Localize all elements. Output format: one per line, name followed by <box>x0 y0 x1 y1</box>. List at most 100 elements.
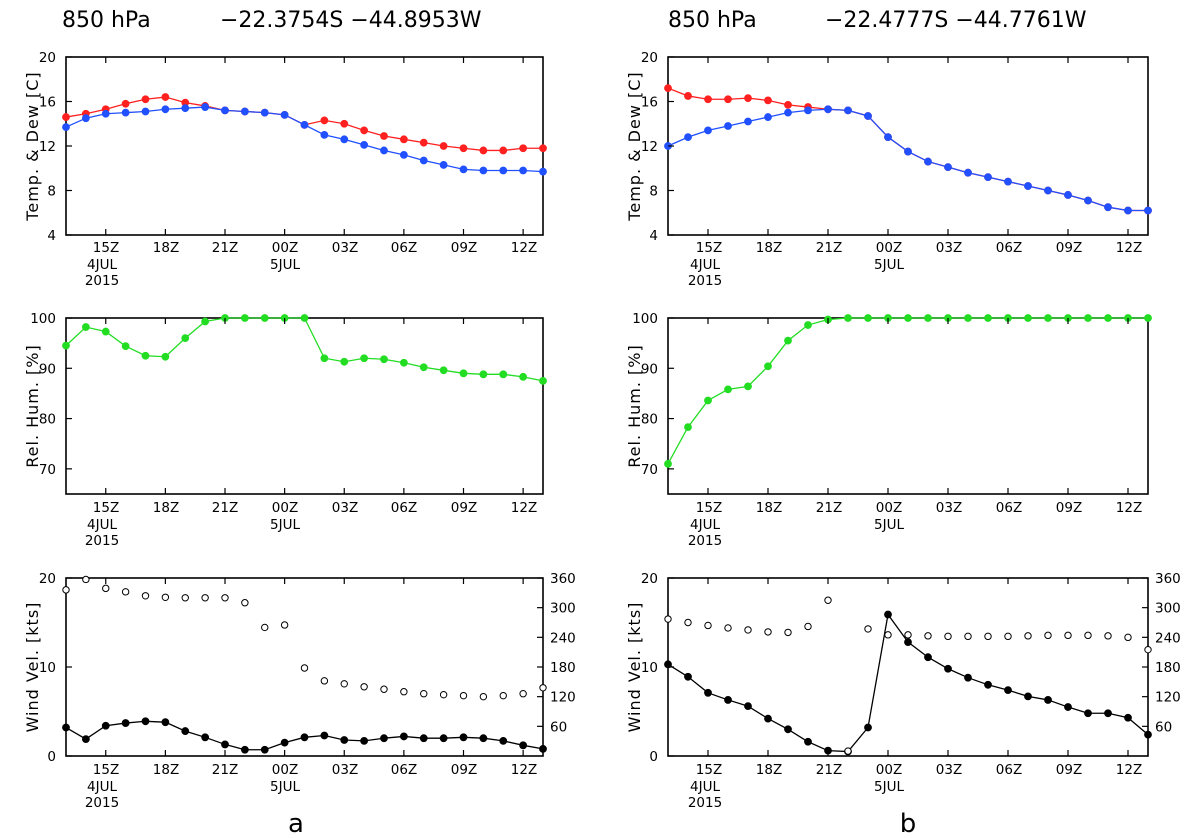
x-tick-label: 12Z <box>1116 240 1142 256</box>
data-point <box>181 594 189 602</box>
data-point <box>399 732 408 741</box>
dewpoint-series <box>62 103 547 176</box>
data-point <box>240 745 249 754</box>
data-point <box>479 146 488 155</box>
x-tick-label: 06Z <box>996 500 1022 516</box>
data-point <box>439 734 448 743</box>
data-point <box>884 610 892 619</box>
x-tick-label: 18Z <box>756 240 782 256</box>
y-tick-label: 360 <box>1155 571 1181 587</box>
data-point <box>1024 314 1032 322</box>
data-point <box>684 92 692 100</box>
data-point <box>81 323 90 331</box>
data-point <box>439 690 448 699</box>
data-point <box>121 588 130 596</box>
year-label: 2015 <box>85 795 119 811</box>
data-point <box>141 592 150 600</box>
x-tick-label: 21Z <box>212 240 238 256</box>
data-point <box>764 714 772 723</box>
data-point <box>684 672 692 681</box>
data-point <box>499 166 508 175</box>
panel-b-wind-xaxis: 15Z 18Z 21Z 00Z 03Z 06Z 09Z 12Z 4JUL 201… <box>688 762 1142 811</box>
y-tick-label: 100 <box>30 311 56 327</box>
data-point <box>161 352 170 361</box>
data-point <box>884 133 892 142</box>
x-tick-label: 18Z <box>756 762 782 778</box>
panel-b-wind-ylabel: Wind Vel. [kts] <box>625 602 644 733</box>
panel-b-wind-plot: Wind Vel. [kts] 15Z 18Z 21Z 00Z 03Z 06Z … <box>625 577 1152 811</box>
x-tick-label: 18Z <box>153 240 179 256</box>
y-tick-label: 60 <box>1155 719 1172 735</box>
data-point <box>459 144 468 153</box>
data-point <box>519 690 527 698</box>
data-point <box>320 731 329 740</box>
data-point <box>539 744 547 753</box>
x-tick-label: 15Z <box>696 762 722 778</box>
data-point <box>479 692 488 701</box>
data-point <box>1084 631 1092 640</box>
data-point <box>704 95 712 104</box>
data-point <box>300 664 309 672</box>
data-point <box>121 719 130 727</box>
x-tick-label: 12Z <box>511 240 537 256</box>
data-point <box>1044 186 1052 195</box>
data-point <box>664 459 672 468</box>
data-point <box>141 95 150 104</box>
y-tick-label: 10 <box>39 660 56 676</box>
data-point <box>884 631 892 639</box>
data-point <box>1104 632 1112 640</box>
data-point <box>201 733 210 742</box>
data-point <box>459 165 468 174</box>
y-tick-label: 12 <box>641 139 658 155</box>
data-point <box>340 736 349 744</box>
y-tick-label: 80 <box>39 412 56 428</box>
data-point <box>964 673 972 682</box>
x-tick-label: 09Z <box>1056 500 1082 516</box>
data-point <box>399 135 408 144</box>
data-point <box>764 113 772 121</box>
x-tick-label: 21Z <box>212 500 238 516</box>
date-label: 5JUL <box>270 779 300 795</box>
data-point <box>181 727 190 735</box>
x-tick-label: 06Z <box>996 762 1022 778</box>
data-point <box>1104 203 1112 212</box>
y-tick-label: 90 <box>641 361 658 377</box>
x-tick-label: 09Z <box>1056 762 1082 778</box>
data-point <box>519 372 528 381</box>
data-point <box>744 702 752 711</box>
year-label: 2015 <box>85 533 119 549</box>
data-point <box>744 382 752 391</box>
data-point <box>1024 632 1032 640</box>
data-point <box>280 621 289 629</box>
x-tick-label: 15Z <box>93 240 119 256</box>
data-point <box>704 621 712 630</box>
data-point <box>261 623 269 632</box>
data-point <box>201 317 210 326</box>
y-tick-label: 80 <box>641 412 658 428</box>
data-point <box>340 680 348 688</box>
panel-a-level: 850 hPa <box>62 8 151 33</box>
data-point <box>459 691 468 700</box>
data-point <box>260 745 269 754</box>
y-tick-label: 16 <box>39 95 56 111</box>
data-point <box>1104 709 1112 718</box>
x-tick-label: 00Z <box>876 240 902 256</box>
date-label: 5JUL <box>270 257 300 273</box>
data-point <box>964 314 972 322</box>
y-tick-label: 60 <box>550 719 567 735</box>
data-point <box>141 107 150 116</box>
data-point <box>944 664 952 673</box>
x-tick-label: 15Z <box>696 240 722 256</box>
data-point <box>221 106 229 115</box>
data-point <box>784 100 792 109</box>
data-point <box>964 168 972 177</box>
data-point <box>479 370 488 379</box>
data-point <box>459 733 468 742</box>
panel-a-temp-xaxis: 15Z 18Z 21Z 00Z 03Z 06Z 09Z 12Z 4JUL 201… <box>85 240 537 289</box>
x-tick-label: 15Z <box>696 500 722 516</box>
data-point <box>399 358 408 367</box>
y-tick-label: 240 <box>1155 630 1181 646</box>
data-point <box>864 723 872 732</box>
data-point <box>744 626 752 634</box>
x-tick-label: 21Z <box>816 240 842 256</box>
